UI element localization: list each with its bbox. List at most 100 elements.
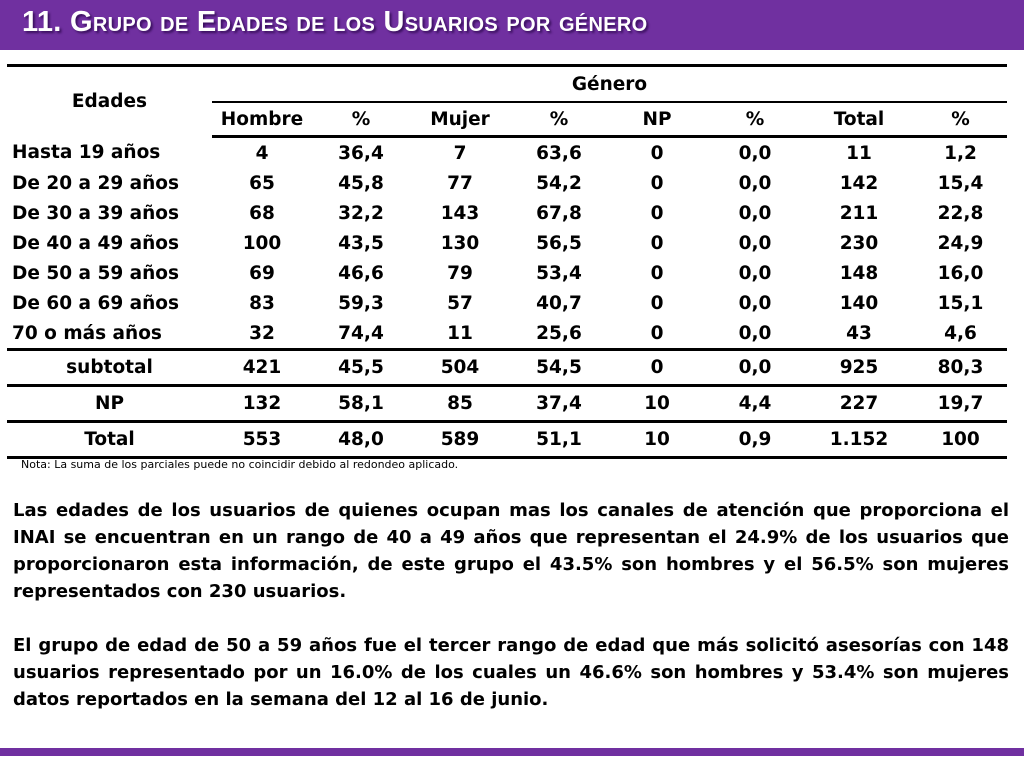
- table-cell: 130: [440, 232, 480, 254]
- table-cell: 45,5: [312, 349, 410, 387]
- table-note: Nota: La suma de los parciales puede no …: [21, 458, 459, 471]
- table-cell: 0: [650, 142, 664, 164]
- col-header-hombre: Hombre: [212, 102, 312, 138]
- table-cell: 69: [249, 262, 275, 284]
- row-label: De 60 a 69 años: [12, 292, 180, 314]
- table-cell: 40,7: [536, 292, 582, 314]
- table-cell: 24,9: [937, 232, 984, 254]
- table-cell: 230: [839, 232, 879, 254]
- table-cell: 48,0: [312, 421, 410, 459]
- table-cell: 100: [242, 232, 282, 254]
- table-cell: 67,8: [536, 202, 582, 224]
- table-body: Hasta 19 años 4 36,4 7 63,6 0 0,0 11 1,2 De 20 a …: [7, 137, 1007, 351]
- row-label: 70 o más años: [7, 318, 212, 351]
- paragraph-1: Las edades de los usuarios de quienes oc…: [13, 500, 1009, 602]
- table-cell: 10: [608, 385, 706, 423]
- table-cell: 140: [839, 292, 879, 314]
- table-row: De 30 a 39 años 68 32,2 143 67,8 0 0,0 211 22,8: [7, 198, 1007, 228]
- table-cell: 0: [608, 349, 706, 387]
- table-cell: 0,0: [706, 318, 804, 351]
- table-cell: 421: [212, 349, 312, 387]
- table-cell: 25,6: [510, 318, 608, 351]
- table-cell: 148: [839, 262, 879, 284]
- table-row: De 50 a 59 años 69 46,6 79 53,4 0 0,0 148 16,0: [7, 258, 1007, 288]
- table-cell: 74,4: [312, 318, 410, 351]
- table-cell: 68: [249, 202, 275, 224]
- table-cell: 1,2: [944, 142, 977, 164]
- table-cell: 45,8: [338, 172, 384, 194]
- table-cell: 0: [650, 292, 664, 314]
- col-header-pct-mujer: %: [510, 102, 608, 138]
- table-cell: 46,6: [338, 262, 384, 284]
- col-header-mujer: Mujer: [410, 102, 510, 138]
- table-cell: 58,1: [312, 385, 410, 423]
- age-gender-table-container: Edades Género Hombre % Mujer % NP % Tota…: [7, 64, 1007, 459]
- table-cell: 11: [410, 318, 510, 351]
- table-cell: 227: [804, 385, 914, 423]
- table-cell: 4,4: [706, 385, 804, 423]
- table-cell: 37,4: [510, 385, 608, 423]
- table-cell: 4: [255, 142, 269, 164]
- table-cell: 53,4: [536, 262, 582, 284]
- table-cell: 504: [410, 349, 510, 387]
- table-row: De 40 a 49 años 100 43,5 130 56,5 0 0,0 230 24,9: [7, 228, 1007, 258]
- table-cell: 19,7: [914, 385, 1007, 423]
- summary-row: subtotal 421 45,5 504 54,5 0 0,0 925 80,3: [7, 349, 1007, 387]
- table-summary: subtotal 421 45,5 504 54,5 0 0,0 925 80,3 NP 132 58…: [7, 349, 1007, 459]
- row-label: De 20 a 29 años: [12, 172, 180, 194]
- table-cell: 0: [650, 262, 664, 284]
- col-header-np: NP: [608, 102, 706, 138]
- table-cell: 0,0: [706, 349, 804, 387]
- table-cell: 54,2: [536, 172, 582, 194]
- table-cell: 0,0: [738, 142, 772, 164]
- table-cell: 83: [249, 292, 275, 314]
- table-row: De 20 a 29 años 65 45,8 77 54,2 0 0,0 142 15,4: [7, 168, 1007, 198]
- table-cell: 43,5: [338, 232, 384, 254]
- table-cell: 0,0: [738, 262, 772, 284]
- header-edades: Edades: [7, 64, 212, 137]
- summary-label: Total: [7, 421, 212, 459]
- table-cell: 32: [212, 318, 312, 351]
- table-cell: 79: [447, 262, 473, 284]
- table-cell: 0,0: [738, 202, 772, 224]
- table-row: 70 o más años 32 74,4 11 25,6 0 0,0 43 4,6: [7, 318, 1007, 351]
- table-cell: 32,2: [338, 202, 384, 224]
- table-cell: 0: [650, 202, 664, 224]
- table-cell: 77: [447, 172, 473, 194]
- table-cell: 36,4: [338, 142, 384, 164]
- table-cell: 63,6: [536, 142, 582, 164]
- row-label: Hasta 19 años: [12, 141, 161, 163]
- table-cell: 132: [212, 385, 312, 423]
- table-cell: 7: [453, 142, 467, 164]
- row-label: De 30 a 39 años: [12, 202, 180, 224]
- table-cell: 0,0: [738, 292, 772, 314]
- summary-label: NP: [7, 385, 212, 423]
- row-label: De 40 a 49 años: [12, 232, 180, 254]
- table-cell: 54,5: [510, 349, 608, 387]
- table-cell: 589: [410, 421, 510, 459]
- table-cell: 211: [839, 202, 879, 224]
- page-title: 11. Grupo de Edades de los Usuarios por …: [22, 6, 648, 38]
- table-cell: 51,1: [510, 421, 608, 459]
- table-row: Hasta 19 años 4 36,4 7 63,6 0 0,0 11 1,2: [7, 137, 1007, 169]
- table-cell: 15,1: [937, 292, 984, 314]
- table-cell: 4,6: [914, 318, 1007, 351]
- table-cell: 100: [914, 421, 1007, 459]
- table-cell: 0: [608, 318, 706, 351]
- table-cell: 0: [650, 232, 664, 254]
- summary-label: subtotal: [7, 349, 212, 387]
- table-cell: 22,8: [937, 202, 984, 224]
- table-row: De 60 a 69 años 83 59,3 57 40,7 0 0,0 140 15,1: [7, 288, 1007, 318]
- table-cell: 56,5: [536, 232, 582, 254]
- table-cell: 0,0: [738, 232, 772, 254]
- summary-row: NP 132 58,1 85 37,4 10 4,4 227 19,7: [7, 385, 1007, 423]
- title-bar: 11. Grupo de Edades de los Usuarios por …: [0, 0, 1024, 50]
- table-cell: 59,3: [338, 292, 384, 314]
- table-cell: 553: [212, 421, 312, 459]
- col-header-pct-hombre: %: [312, 102, 410, 138]
- paragraph-2: El grupo de edad de 50 a 59 años fue el …: [13, 635, 1009, 710]
- table-cell: 0,0: [738, 172, 772, 194]
- table-cell: 43: [804, 318, 914, 351]
- table-cell: 16,0: [937, 262, 984, 284]
- table-cell: 143: [440, 202, 480, 224]
